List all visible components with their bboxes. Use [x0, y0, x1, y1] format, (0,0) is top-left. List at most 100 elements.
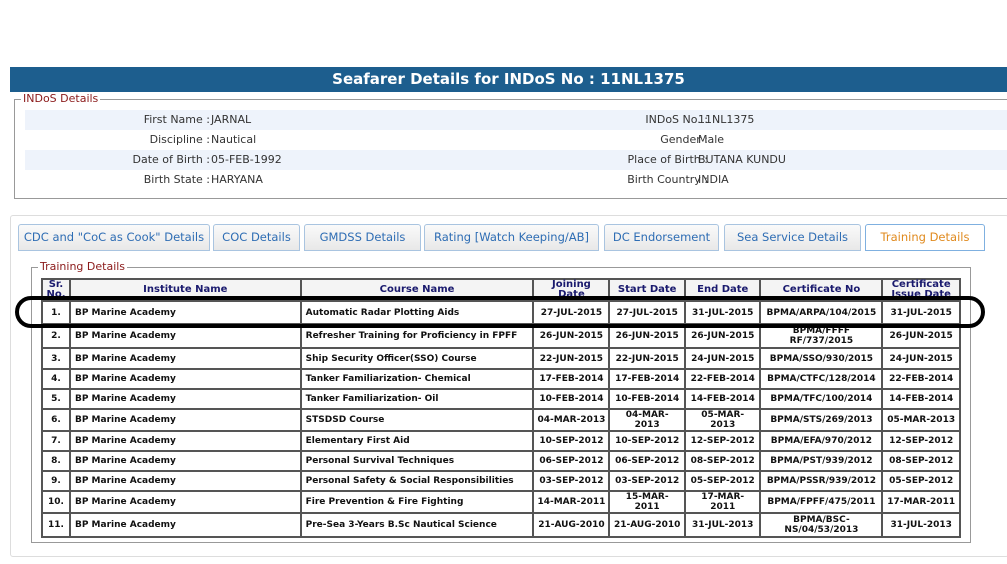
table-cell: BP Marine Academy [68, 470, 302, 492]
table-cell: BPMA/PSSR/939/2012 [759, 470, 884, 492]
table-row: 9. BP Marine Academy Personal Safety & Soc… [41, 470, 961, 492]
table-cell: 05-MAR-2013 [683, 408, 762, 432]
table-cell: 21-AUG-2010 [532, 512, 611, 538]
table-cell: 26-JUN-2015 [608, 323, 686, 349]
column-header: Institute Name [68, 278, 302, 302]
field-label: Birth State : [143, 173, 210, 186]
table-cell: BP Marine Academy [68, 347, 302, 370]
table-cell: BPMA/PST/939/2012 [759, 450, 884, 472]
table-cell: Tanker Familiarization- Chemical [299, 368, 535, 390]
table-cell: 22-JUN-2015 [608, 347, 686, 370]
table-cell: Personal Safety & Social Responsibilitie… [299, 470, 535, 492]
table-cell: 05-SEP-2012 [881, 470, 961, 492]
field-value: INDIA [698, 173, 729, 186]
table-row: 8. BP Marine Academy Personal Survival Tec… [41, 450, 961, 472]
field-label: Place of Birth : [627, 153, 708, 166]
table-row: 1. BP Marine Academy Automatic Radar Plott… [41, 300, 961, 325]
column-header: Course Name [299, 278, 535, 302]
tab[interactable]: CDC and "CoC as Cook" Details [18, 224, 210, 251]
table-cell: 26-JUN-2015 [881, 323, 961, 349]
table-cell: 05-SEP-2012 [683, 470, 762, 492]
table-cell: BP Marine Academy [68, 388, 302, 410]
table-cell: STSDSD Course [299, 408, 535, 432]
training-panel: Training Details Sr. No. Institute Name Co… [31, 260, 971, 543]
table-cell: 17-MAR-2011 [881, 490, 961, 514]
table-cell: 7. [41, 430, 71, 452]
table-cell: 5. [41, 388, 71, 410]
page-title: Seafarer Details for INDoS No : 11NL1375 [10, 67, 1007, 92]
column-header: Certificate No [759, 278, 884, 302]
table-cell: 04-MAR-2013 [608, 408, 686, 432]
table-cell: 24-JUN-2015 [881, 347, 961, 370]
field-label: First Name : [143, 113, 210, 126]
table-cell: BP Marine Academy [68, 490, 302, 514]
table-cell: 14-MAR-2011 [532, 490, 611, 514]
table-cell: 15-MAR-2011 [608, 490, 686, 514]
table-cell: 1. [41, 300, 71, 325]
table-row: 2. BP Marine Academy Refresher Training fo… [41, 323, 961, 349]
training-table: Sr. No. Institute Name Course Name Joining … [41, 278, 961, 538]
table-cell: 14-FEB-2014 [683, 388, 762, 410]
table-cell: BPMA/SSO/930/2015 [759, 347, 884, 370]
table-cell: Ship Security Officer(SSO) Course [299, 347, 535, 370]
table-cell: BPMA/FFFF RF/737/2015 [759, 323, 884, 349]
table-cell: BP Marine Academy [68, 368, 302, 390]
table-cell: 8. [41, 450, 71, 472]
table-cell: 10-SEP-2012 [532, 430, 611, 452]
table-cell: 3. [41, 347, 71, 370]
table-cell: 22-FEB-2014 [683, 368, 762, 390]
table-cell: BPMA/TFC/100/2014 [759, 388, 884, 410]
table-cell: BPMA/FPFF/475/2011 [759, 490, 884, 514]
field-label: INDoS No. : [645, 113, 708, 126]
field-value: JARNAL [211, 113, 252, 126]
table-cell: BPMA/CTFC/128/2014 [759, 368, 884, 390]
table-cell: BPMA/EFA/970/2012 [759, 430, 884, 452]
table-cell: 31-JUL-2013 [881, 512, 961, 538]
table-cell: 31-JUL-2013 [683, 512, 762, 538]
table-cell: Refresher Training for Proficiency in FP… [299, 323, 535, 349]
table-row: 6. BP Marine Academy STSDSD Course 04-MAR-2… [41, 408, 961, 432]
tab[interactable]: DC Endorsement [604, 224, 719, 251]
table-cell: 2. [41, 323, 71, 349]
table-cell: 08-SEP-2012 [881, 450, 961, 472]
table-cell: BP Marine Academy [68, 300, 302, 325]
table-cell: 03-SEP-2012 [608, 470, 686, 492]
table-cell: Personal Survival Techniques [299, 450, 535, 472]
field-value: BUTANA KUNDU [698, 153, 786, 166]
table-cell: 22-FEB-2014 [881, 368, 961, 390]
table-cell: BPMA/STS/269/2013 [759, 408, 884, 432]
table-cell: BP Marine Academy [68, 323, 302, 349]
table-cell: 06-SEP-2012 [532, 450, 611, 472]
table-cell: 31-JUL-2015 [683, 300, 762, 325]
field-value: Nautical [211, 133, 257, 146]
tab[interactable]: Sea Service Details [724, 224, 861, 251]
table-cell: 08-SEP-2012 [683, 450, 762, 472]
field-label: Date of Birth : [132, 153, 211, 166]
table-cell: BP Marine Academy [68, 450, 302, 472]
column-header: End Date [683, 278, 762, 302]
header-row: Sr. No. Institute Name Course Name Joining … [41, 278, 961, 302]
table-cell: 26-JUN-2015 [532, 323, 611, 349]
field-label: Discipline : [149, 133, 210, 146]
table-cell: Pre-Sea 3-Years B.Sc Nautical Science [299, 512, 535, 538]
field-value: Male [698, 133, 725, 146]
column-header: Sr. No. [41, 278, 71, 302]
table-row: 5. BP Marine Academy Tanker Familiarizatio… [41, 388, 961, 410]
table-cell: Elementary First Aid [299, 430, 535, 452]
tab[interactable]: GMDSS Details [304, 224, 421, 251]
table-cell: 27-JUL-2015 [532, 300, 611, 325]
indos-panel: INDoS Details First Name : JARNAL INDoS No… [14, 92, 1007, 199]
field-value: 05-FEB-1992 [211, 153, 282, 166]
tab[interactable]: COC Details [213, 224, 300, 251]
table-cell: BP Marine Academy [68, 430, 302, 452]
column-header: Start Date [608, 278, 686, 302]
table-cell: BPMA/ARPA/104/2015 [759, 300, 884, 325]
table-cell: 9. [41, 470, 71, 492]
table-cell: 10. [41, 490, 71, 514]
table-row: 11. BP Marine Academy Pre-Sea 3-Years B.Sc… [41, 512, 961, 538]
tab[interactable]: Rating [Watch Keeping/AB] [424, 224, 599, 251]
panel-legend: Training Details [38, 260, 128, 273]
tab[interactable]: Training Details [865, 224, 985, 251]
table-cell: 17-FEB-2014 [532, 368, 611, 390]
